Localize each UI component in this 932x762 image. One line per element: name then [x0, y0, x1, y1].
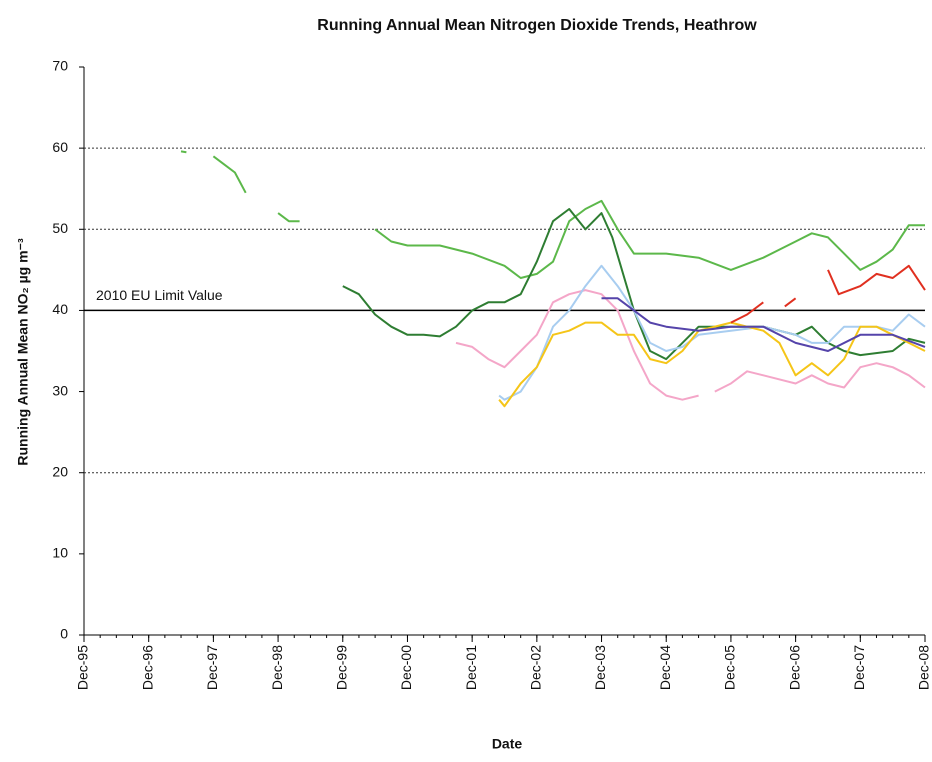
x-axis-label: Date: [492, 736, 523, 752]
x-tick-label: Dec-99: [333, 645, 349, 690]
y-tick-label: 50: [52, 220, 68, 236]
x-tick-label: Dec-97: [204, 645, 220, 690]
y-tick-label: 60: [52, 139, 68, 155]
x-tick-label: Dec-01: [463, 645, 479, 690]
y-axis-label: Running Annual Mean NO₂ µg m⁻³: [15, 238, 31, 466]
series-line: [714, 362, 926, 393]
series-line: [342, 208, 926, 361]
x-tick-label: Dec-04: [657, 645, 673, 690]
y-tick-label: 0: [60, 626, 68, 642]
x-tick-label: Dec-07: [851, 645, 867, 690]
series-line: [180, 150, 187, 154]
y-tick-label: 30: [52, 382, 68, 398]
x-tick-label: Dec-02: [528, 645, 544, 690]
series-line: [784, 297, 797, 308]
x-tick-label: Dec-06: [786, 645, 802, 690]
x-tick-label: Dec-03: [592, 645, 608, 690]
y-tick-label: 70: [52, 58, 68, 74]
y-tick-label: 40: [52, 301, 68, 317]
series-line: [374, 199, 925, 279]
series-line: [277, 212, 300, 223]
x-tick-label: Dec-05: [722, 645, 738, 690]
series-line: [827, 264, 926, 296]
y-tick-label: 10: [52, 545, 68, 561]
series-line: [730, 301, 764, 324]
series-line: [455, 289, 699, 401]
chart-title: Running Annual Mean Nitrogen Dioxide Tre…: [317, 17, 757, 34]
x-tick-label: Dec-08: [916, 645, 932, 690]
x-tick-label: Dec-98: [269, 645, 285, 690]
y-tick-label: 20: [52, 463, 68, 479]
series-line: [212, 155, 247, 194]
limit-label: 2010 EU Limit Value: [96, 287, 223, 303]
x-tick-label: Dec-95: [75, 645, 91, 690]
x-tick-label: Dec-96: [139, 645, 155, 690]
x-tick-label: Dec-00: [398, 645, 414, 690]
series-line: [601, 297, 926, 352]
series-line: [498, 321, 926, 408]
